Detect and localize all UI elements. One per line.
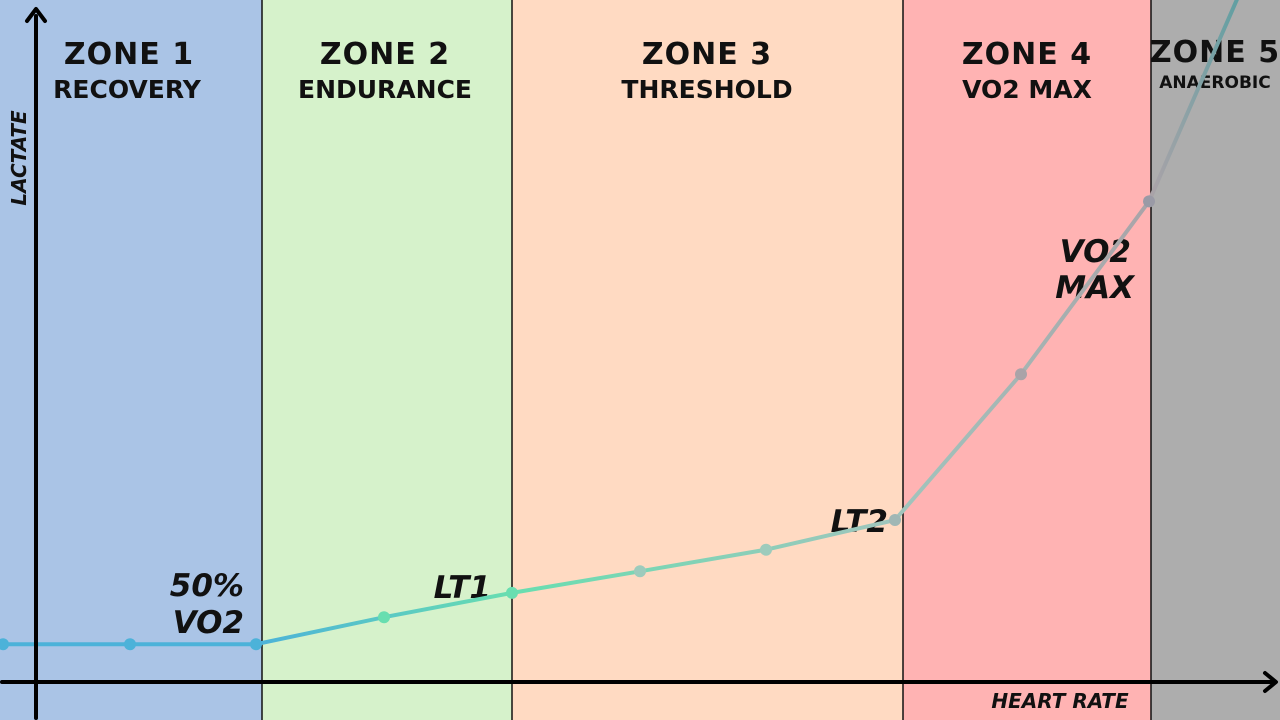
data-point [760, 543, 772, 556]
zone-labels: ZONE 1 RECOVERY ZONE 2 ENDURANCE ZONE 3 … [53, 35, 1279, 104]
zone-1-subtitle: RECOVERY [53, 75, 202, 104]
zone-4-band [903, 0, 1151, 720]
y-axis-arrow [25, 7, 47, 23]
axes [0, 7, 1278, 720]
data-point [889, 514, 901, 526]
zone-3-band [512, 0, 903, 720]
data-point [506, 586, 518, 599]
zone-3-subtitle: THRESHOLD [621, 75, 792, 104]
lactate-curve [0, 0, 1239, 651]
data-point [1143, 195, 1155, 208]
zone-1-band [0, 0, 262, 720]
zone-5-subtitle: ANAEROBIC [1159, 73, 1270, 93]
zone-4-title: ZONE 4 [962, 37, 1092, 72]
zone-2-subtitle: ENDURANCE [298, 75, 472, 104]
zone-dividers [261, 0, 1152, 720]
data-point [1015, 368, 1027, 381]
zone-2-title: ZONE 2 [320, 37, 450, 72]
x-axis-arrow [1263, 671, 1278, 693]
data-point [250, 638, 262, 651]
x-axis-label: HEART RATE [991, 689, 1129, 713]
zone-5-band [1151, 0, 1280, 720]
data-point [0, 638, 9, 651]
data-point [634, 565, 646, 578]
zone-3-title: ZONE 3 [642, 37, 772, 72]
data-point [378, 611, 390, 624]
data-point [124, 638, 136, 651]
annotation-50pct-vo2: VO2 [173, 605, 244, 641]
zone-1-title: ZONE 1 [64, 37, 194, 72]
annotation-50pct: 50% [170, 568, 244, 604]
zone-4-subtitle: VO2 MAX [962, 75, 1092, 104]
annotations: 50% VO2 LT1 LT2 VO2 MAX [170, 234, 1136, 641]
zone-2-band [262, 0, 512, 720]
y-axis-label: LACTATE [7, 110, 31, 206]
